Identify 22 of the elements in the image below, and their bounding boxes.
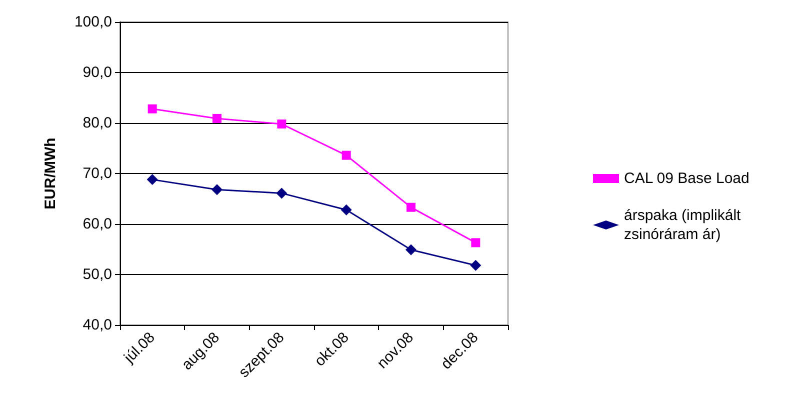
y-tick-label: 100,0 xyxy=(74,14,112,30)
point xyxy=(277,120,286,129)
point xyxy=(340,204,352,216)
point xyxy=(148,104,157,114)
y-tick-label: 50,0 xyxy=(82,266,112,283)
point xyxy=(212,184,222,196)
point xyxy=(406,202,416,212)
point xyxy=(146,174,158,186)
point xyxy=(342,150,351,160)
point xyxy=(470,260,482,271)
y-tick-label: 40,0 xyxy=(82,316,112,334)
y-tick-label: 80,0 xyxy=(82,114,112,132)
y-tick-label: 70,0 xyxy=(82,165,112,182)
y-tick-label: 90,0 xyxy=(82,64,112,81)
point xyxy=(471,238,480,248)
point xyxy=(276,188,288,199)
point xyxy=(212,114,222,123)
legend-label: árspaka (implikált zsinóráram ár) xyxy=(624,207,745,243)
y-axis-title: EUR/MWh xyxy=(42,138,59,210)
legend-label: CAL 09 Base Load xyxy=(624,170,750,187)
point xyxy=(406,244,416,256)
y-tick-label: 60,0 xyxy=(82,216,112,232)
